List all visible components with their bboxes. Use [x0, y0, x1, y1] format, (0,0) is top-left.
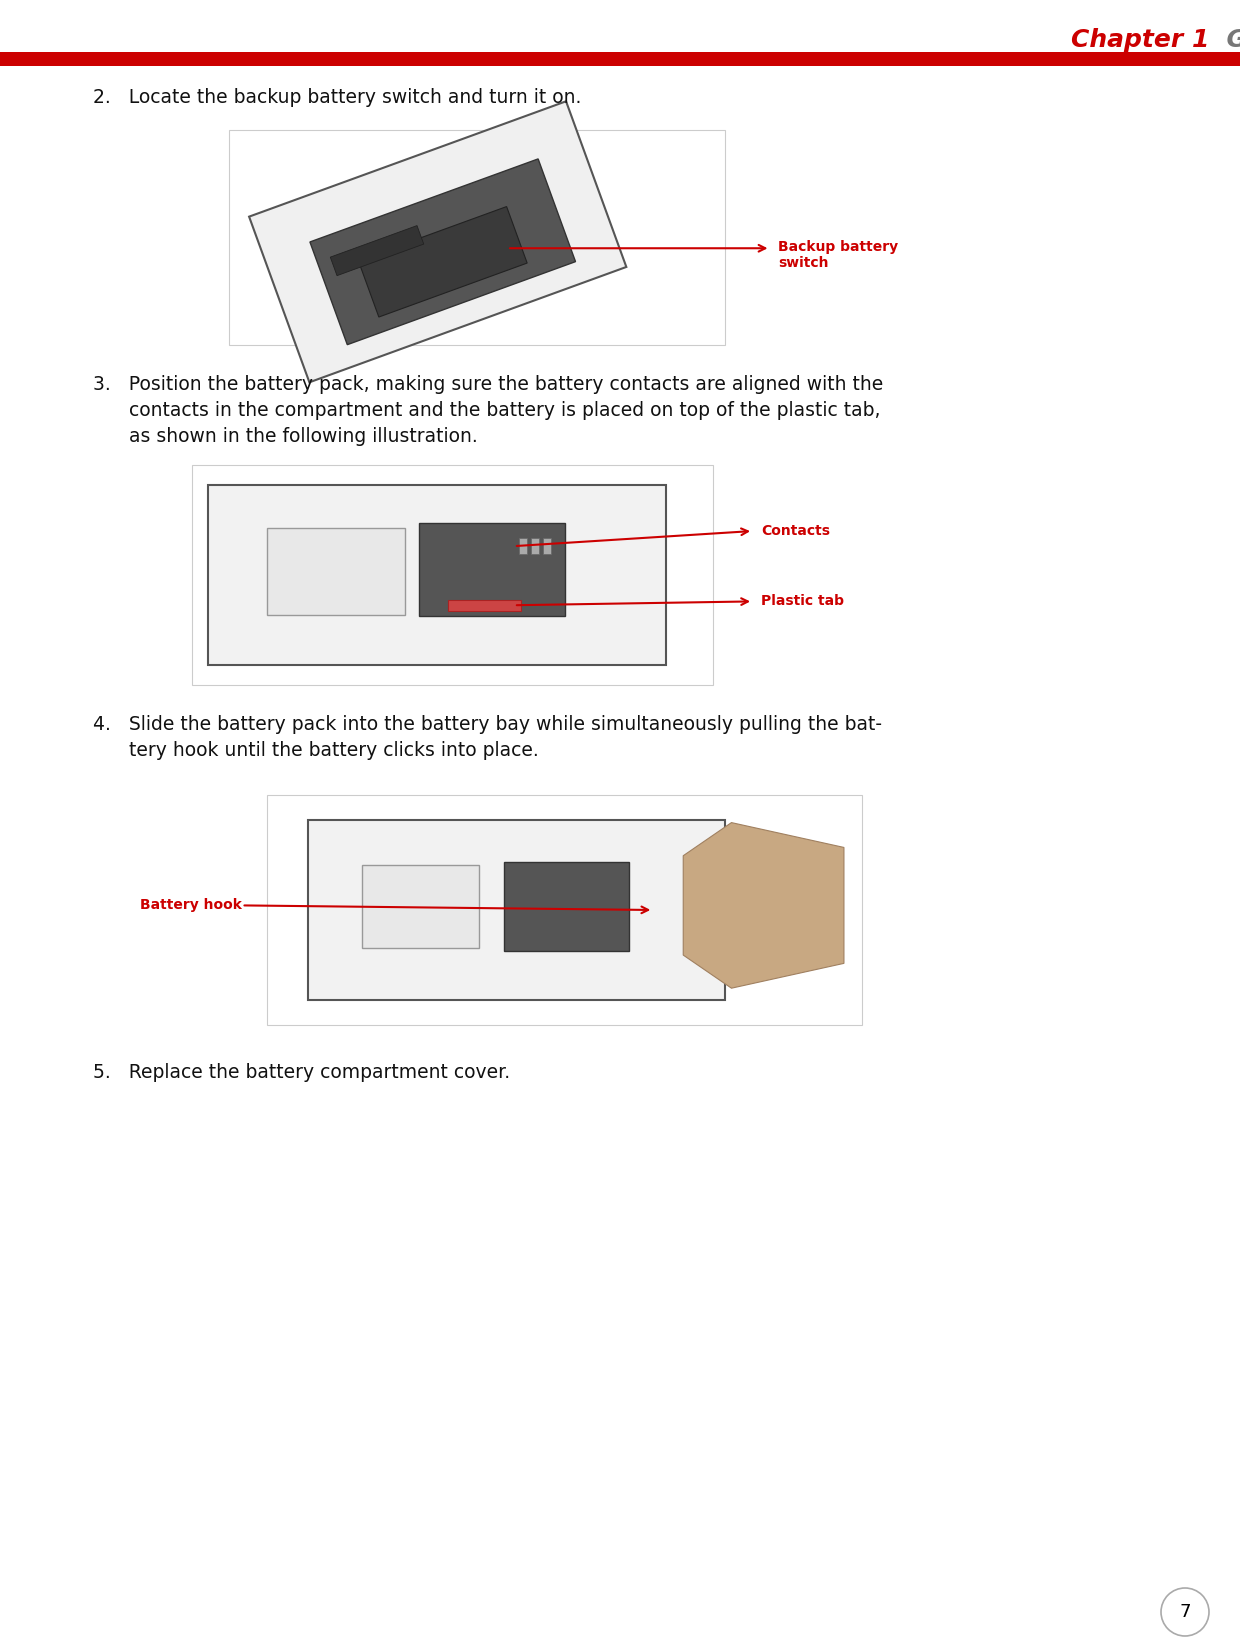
Polygon shape: [268, 528, 405, 615]
Polygon shape: [543, 538, 551, 554]
Text: tery hook until the battery clicks into place.: tery hook until the battery clicks into …: [93, 741, 538, 761]
Text: contacts in the compartment and the battery is placed on top of the plastic tab,: contacts in the compartment and the batt…: [93, 401, 880, 421]
Text: as shown in the following illustration.: as shown in the following illustration.: [93, 427, 477, 446]
Text: Plastic tab: Plastic tab: [761, 594, 844, 609]
Polygon shape: [330, 226, 424, 276]
Text: Contacts: Contacts: [761, 525, 830, 538]
Polygon shape: [362, 865, 479, 947]
Polygon shape: [208, 485, 666, 665]
Text: Battery hook: Battery hook: [140, 898, 242, 912]
Polygon shape: [249, 101, 626, 383]
Bar: [267, 795, 862, 1025]
Bar: [229, 130, 725, 345]
Polygon shape: [520, 538, 527, 554]
Bar: [0, 53, 1240, 66]
Polygon shape: [419, 523, 565, 617]
Polygon shape: [683, 823, 844, 988]
Polygon shape: [505, 861, 629, 952]
Polygon shape: [358, 206, 527, 317]
Text: 3.   Position the battery pack, making sure the battery contacts are aligned wit: 3. Position the battery pack, making sur…: [93, 375, 883, 394]
Polygon shape: [448, 599, 521, 610]
Polygon shape: [309, 820, 725, 1000]
Text: 2.   Locate the backup battery switch and turn it on.: 2. Locate the backup battery switch and …: [93, 87, 582, 107]
Polygon shape: [531, 538, 539, 554]
Text: 7: 7: [1179, 1604, 1190, 1620]
Polygon shape: [310, 158, 575, 345]
Bar: [192, 465, 713, 685]
Text: Chapter 1: Chapter 1: [1070, 28, 1209, 53]
Text: 4.   Slide the battery pack into the battery bay while simultaneously pulling th: 4. Slide the battery pack into the batte…: [93, 714, 882, 734]
Text: Getting Started: Getting Started: [1209, 28, 1240, 53]
Text: Backup battery
switch: Backup battery switch: [779, 241, 899, 271]
Text: 5.   Replace the battery compartment cover.: 5. Replace the battery compartment cover…: [93, 1063, 510, 1082]
